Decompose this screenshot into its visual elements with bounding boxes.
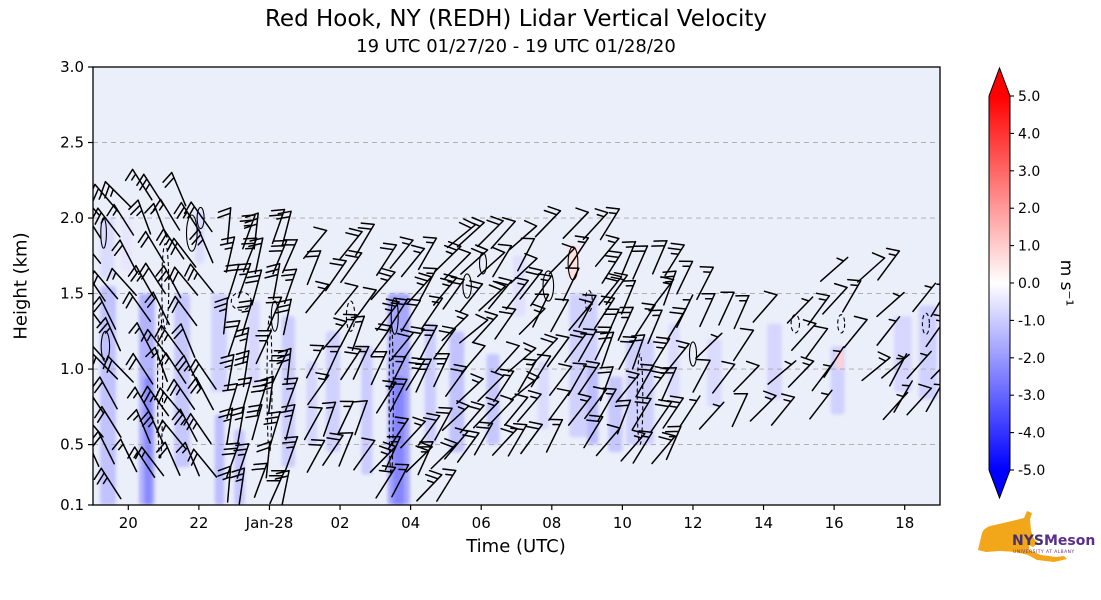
- svg-text:2.0: 2.0: [1018, 201, 1040, 217]
- svg-text:3.0: 3.0: [60, 58, 84, 76]
- svg-text:2.5: 2.5: [60, 134, 84, 152]
- svg-text:18: 18: [895, 514, 914, 532]
- nys-mesonet-logo-graphic: NYS Mesonet UNIVERSITY AT ALBANY: [978, 511, 1101, 562]
- svg-text:08: 08: [542, 514, 561, 532]
- x-axis-ticks: 20 22 Jan-28 02 04 06 08 10 12 14 16 18: [119, 505, 914, 532]
- svg-text:14: 14: [754, 514, 773, 532]
- svg-text:06: 06: [472, 514, 491, 532]
- x-axis-label: Time (UTC): [466, 536, 566, 557]
- svg-text:16: 16: [825, 514, 844, 532]
- svg-text:10: 10: [613, 514, 632, 532]
- ny-state-shape: [978, 511, 1067, 562]
- svg-text:Jan-28: Jan-28: [245, 514, 294, 532]
- svg-text:0.1: 0.1: [60, 496, 84, 514]
- gridlines: [93, 142, 940, 446]
- svg-text:-4.0: -4.0: [1018, 426, 1045, 442]
- nys-mesonet-logo: NYS Mesonet UNIVERSITY AT ALBANY: [972, 506, 1101, 574]
- svg-text:-3.0: -3.0: [1018, 388, 1045, 404]
- svg-text:1.5: 1.5: [60, 285, 84, 303]
- svg-text:-1.0: -1.0: [1018, 313, 1045, 329]
- chart-title: Red Hook, NY (REDH) Lidar Vertical Veloc…: [264, 6, 768, 32]
- svg-text:0.0: 0.0: [1018, 276, 1040, 292]
- svg-text:5.0: 5.0: [1018, 89, 1040, 105]
- svg-text:04: 04: [401, 514, 420, 532]
- axes-frame: [92, 66, 941, 506]
- svg-text:20: 20: [119, 514, 138, 532]
- chart-subtitle: 19 UTC 01/27/20 - 19 UTC 01/28/20: [356, 36, 676, 57]
- colorbar: 5.0 4.0 3.0 2.0 1.0 0.0 -1.0 -2.0 -3.0 -4.0 -5.0: [988, 66, 1045, 500]
- svg-text:-5.0: -5.0: [1018, 463, 1045, 479]
- svg-text:1.0: 1.0: [60, 360, 84, 378]
- y-axis-ticks: 3.0 2.5 2.0 1.5 1.0 0.5 0.1: [60, 58, 93, 514]
- svg-text:02: 02: [330, 514, 349, 532]
- svg-text:22: 22: [189, 514, 208, 532]
- velocity-shading: [100, 210, 938, 505]
- logo-text-university: UNIVERSITY AT ALBANY: [1013, 549, 1075, 555]
- svg-text:12: 12: [683, 514, 702, 532]
- svg-text:3.0: 3.0: [1018, 164, 1040, 180]
- svg-text:0.5: 0.5: [60, 436, 84, 454]
- wind-barbs: [93, 168, 940, 505]
- logo-text-nys: NYS: [1012, 533, 1044, 549]
- svg-text:-2.0: -2.0: [1018, 351, 1045, 367]
- svg-text:2.0: 2.0: [60, 209, 84, 227]
- logo-text-mesonet: Mesonet: [1044, 533, 1096, 549]
- svg-text:1.0: 1.0: [1018, 239, 1040, 255]
- svg-text:4.0: 4.0: [1018, 126, 1040, 142]
